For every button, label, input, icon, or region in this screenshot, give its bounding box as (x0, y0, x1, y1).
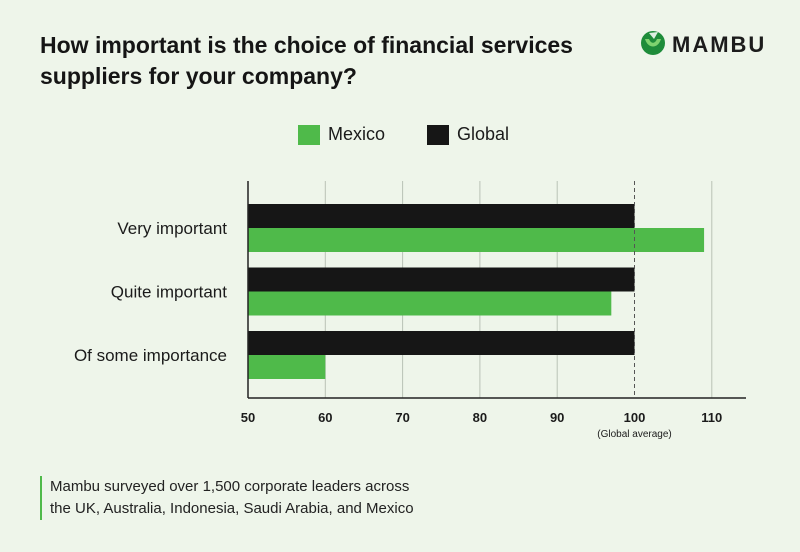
category-label: Of some importance (74, 346, 227, 365)
legend-item-mexico: Mexico (298, 124, 385, 145)
legend-label-mexico: Mexico (328, 124, 386, 144)
bar-mexico (248, 228, 705, 252)
bar-global (248, 331, 635, 355)
x-tick-label: 60 (318, 410, 332, 425)
brand-logo: MAMBU (640, 30, 766, 60)
bar-mexico (248, 291, 612, 316)
bar-global (248, 204, 635, 228)
bar-mexico (248, 355, 326, 379)
reference-line-label: (Global average) (597, 429, 671, 440)
x-tick-label: 100 (624, 410, 646, 425)
bar-global (248, 267, 635, 292)
legend-swatch-global (427, 124, 450, 145)
category-label: Quite important (111, 283, 227, 302)
x-tick-label: 80 (473, 410, 487, 425)
x-tick-label: 90 (550, 410, 564, 425)
legend-label-global: Global (457, 124, 510, 144)
x-tick-label: 110 (701, 410, 722, 425)
x-tick-label: 50 (241, 410, 255, 425)
chart-title: How important is the choice of financial… (40, 30, 600, 92)
legend-item-global: Global (427, 124, 509, 145)
category-label: Very important (117, 219, 227, 238)
chart-legend: Mexico Global (298, 124, 551, 145)
chart-title-line-2: suppliers for your company? (40, 63, 357, 89)
footnote-line-2: the UK, Australia, Indonesia, Saudi Arab… (50, 500, 414, 517)
mambu-logo-icon (640, 30, 666, 61)
chart-title-line-1: How important is the choice of financial… (40, 32, 573, 58)
brand-name: MAMBU (672, 32, 767, 57)
x-tick-label: 70 (395, 410, 409, 425)
legend-swatch-mexico (298, 124, 320, 145)
footnote: Mambu surveyed over 1,500 corporate lead… (40, 476, 414, 520)
footnote-line-1: Mambu surveyed over 1,500 corporate lead… (50, 478, 410, 495)
